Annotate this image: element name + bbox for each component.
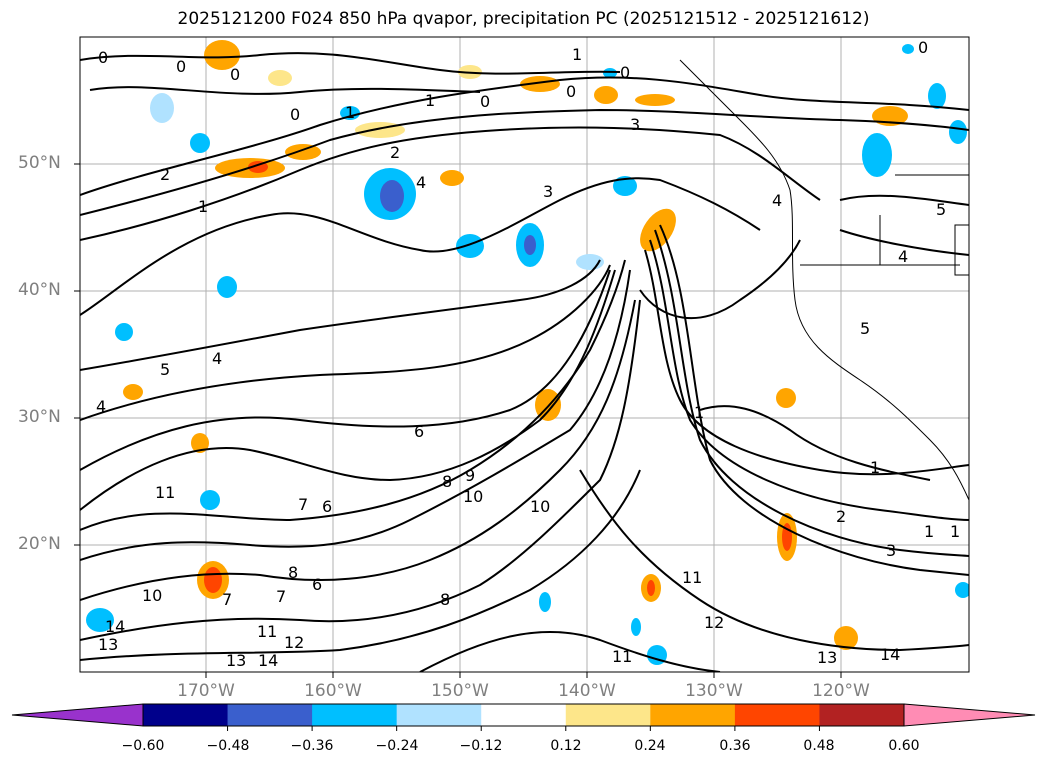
svg-text:11: 11 (155, 483, 175, 502)
svg-text:1: 1 (950, 522, 960, 541)
svg-text:0: 0 (176, 57, 186, 76)
colorbar-tick-label: 0.12 (550, 738, 582, 754)
svg-text:13: 13 (817, 648, 837, 667)
colorbar-cell (396, 704, 482, 726)
svg-text:5: 5 (860, 319, 870, 338)
lat-label-50n: 50°N (18, 153, 61, 173)
svg-text:13: 13 (226, 651, 246, 670)
svg-text:1: 1 (345, 103, 355, 122)
svg-text:14: 14 (880, 645, 900, 664)
lon-label-140w: 140°W (558, 681, 616, 701)
colorbar-tick-label: −0.36 (290, 738, 334, 754)
svg-text:2: 2 (160, 165, 170, 184)
svg-text:4: 4 (212, 349, 222, 368)
map-title: 2025121200 F024 850 hPa qvapor, precipit… (177, 9, 870, 29)
svg-text:6: 6 (312, 575, 322, 594)
svg-text:12: 12 (704, 613, 724, 632)
svg-text:11: 11 (682, 568, 702, 587)
colorbar-cell (143, 704, 229, 726)
colorbar-extend-left (11, 703, 144, 727)
svg-text:0: 0 (98, 48, 108, 67)
colorbar-tick-label: −0.48 (206, 738, 250, 754)
colorbar-tick-label: −0.60 (121, 738, 165, 754)
svg-text:2: 2 (836, 507, 846, 526)
svg-text:2: 2 (390, 143, 400, 162)
colorbar-tick-label: −0.24 (375, 738, 419, 754)
colorbar-extend-right (903, 703, 1036, 727)
svg-text:1: 1 (694, 403, 704, 422)
colorbar-tick-label: 0.60 (888, 738, 920, 754)
svg-text:0: 0 (290, 105, 300, 124)
lon-label-170w: 170°W (177, 681, 235, 701)
svg-text:3: 3 (886, 541, 896, 560)
svg-text:5: 5 (160, 360, 170, 379)
lat-label-20n: 20°N (18, 534, 61, 554)
colorbar-cell (650, 704, 736, 726)
svg-text:13: 13 (98, 635, 118, 654)
svg-text:3: 3 (630, 115, 640, 134)
lon-label-150w: 150°W (431, 681, 489, 701)
lon-label-120w: 120°W (812, 681, 870, 701)
svg-text:4: 4 (772, 191, 782, 210)
svg-text:4: 4 (96, 397, 106, 416)
svg-text:14: 14 (105, 617, 125, 636)
svg-text:6: 6 (322, 497, 332, 516)
svg-text:3: 3 (543, 182, 553, 201)
qvapor-contours (80, 52, 969, 672)
lat-label-30n: 30°N (18, 407, 61, 427)
colorbar-cell (565, 704, 651, 726)
svg-text:9: 9 (465, 466, 475, 485)
colorbar-cell (734, 704, 820, 726)
svg-text:10: 10 (142, 586, 162, 605)
svg-text:1: 1 (924, 522, 934, 541)
svg-text:5: 5 (936, 200, 946, 219)
svg-text:0: 0 (230, 65, 240, 84)
svg-text:6: 6 (414, 422, 424, 441)
colorbar-tick-label: −0.12 (459, 738, 503, 754)
svg-text:12: 12 (284, 633, 304, 652)
lat-label-40n: 40°N (18, 280, 61, 300)
svg-text:8: 8 (440, 590, 450, 609)
svg-text:1: 1 (198, 197, 208, 216)
lon-label-130w: 130°W (685, 681, 743, 701)
svg-text:7: 7 (298, 495, 308, 514)
lon-label-160w: 160°W (304, 681, 362, 701)
svg-text:7: 7 (276, 587, 286, 606)
colorbar-cell (481, 704, 567, 726)
colorbar-cell (819, 704, 905, 726)
map-frame (79, 36, 970, 673)
svg-text:0: 0 (480, 92, 490, 111)
colorbar-tick-label: 0.48 (803, 738, 835, 754)
svg-text:1: 1 (572, 45, 582, 64)
svg-text:0: 0 (620, 63, 630, 82)
svg-text:8: 8 (442, 472, 452, 491)
svg-text:4: 4 (898, 247, 908, 266)
svg-text:14: 14 (258, 651, 278, 670)
svg-text:8: 8 (288, 563, 298, 582)
colorbar-cell (312, 704, 398, 726)
svg-text:1: 1 (425, 91, 435, 110)
colorbar-tick-label: 0.36 (719, 738, 751, 754)
svg-text:7: 7 (222, 590, 232, 609)
svg-text:0: 0 (918, 38, 928, 57)
svg-text:11: 11 (257, 622, 277, 641)
svg-text:10: 10 (463, 487, 483, 506)
colorbar-cell (227, 704, 313, 726)
colorbar (11, 703, 1036, 731)
contour-labels: 0 0 0 0 0 1 1 1 0 0 0 3 2 2 1 3 4 4 5 4 … (96, 38, 960, 670)
map-background (80, 37, 969, 672)
svg-text:11: 11 (612, 647, 632, 666)
tick-marks (74, 163, 842, 678)
svg-text:10: 10 (530, 497, 550, 516)
svg-text:0: 0 (566, 82, 576, 101)
colorbar-tick-label: 0.24 (634, 738, 666, 754)
svg-text:1: 1 (870, 458, 880, 477)
coastline (679, 59, 969, 501)
svg-text:4: 4 (416, 173, 426, 192)
